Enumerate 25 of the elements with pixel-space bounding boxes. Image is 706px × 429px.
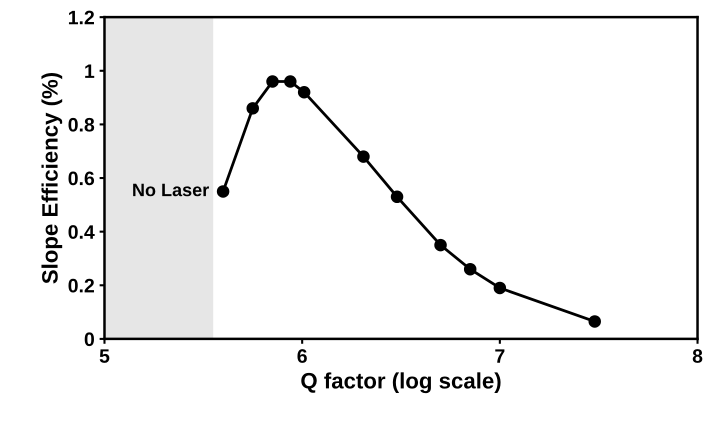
point [464, 262, 476, 276]
point [246, 102, 259, 115]
point [216, 185, 230, 198]
y-tick-label: 0.4 [68, 225, 95, 239]
point [434, 238, 447, 252]
point [357, 150, 370, 163]
point [298, 86, 310, 98]
y-axis-title: Slope Efficiency (%) [41, 72, 62, 284]
x-tick-label: 5 [100, 349, 110, 363]
x-axis-title: Q factor (log scale) [301, 372, 501, 394]
y-tick-label: 0.8 [68, 118, 94, 132]
y-tick-label: 0.2 [68, 278, 94, 293]
x-tick-label: 6 [297, 349, 307, 363]
point [266, 75, 279, 88]
point [494, 282, 506, 294]
y-tick-label: 0 [84, 332, 94, 346]
y-tick-label: 1 [85, 64, 94, 78]
y-tick-label: 1.2 [68, 10, 94, 24]
x-tick-label: 8 [692, 349, 702, 363]
point [588, 315, 601, 328]
y-tick-label: 0.6 [68, 172, 94, 186]
point [390, 190, 404, 204]
x-tick-label: 7 [495, 349, 504, 363]
point [284, 75, 297, 88]
annotation: No Laser [133, 184, 209, 196]
